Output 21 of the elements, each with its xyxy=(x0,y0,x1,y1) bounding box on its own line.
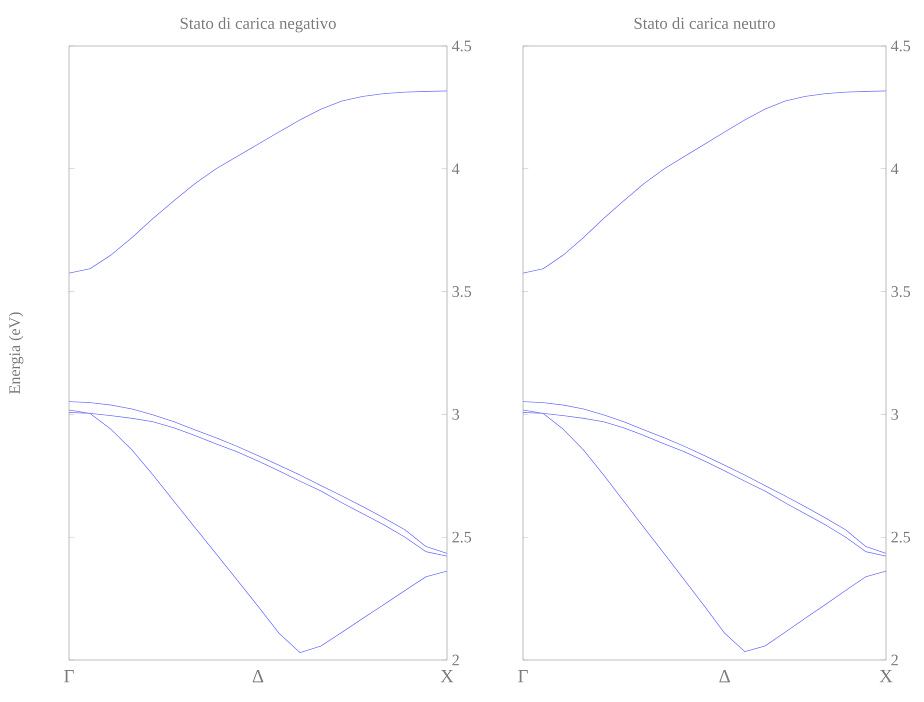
y-tick-label: 4 xyxy=(452,164,460,174)
y-tick-label: 3 xyxy=(891,409,898,420)
chart-title: Stato di carica negativo xyxy=(180,17,336,32)
y-tick-label: 2.5 xyxy=(452,532,472,543)
y-axis-title: Energia (eV) xyxy=(8,312,24,394)
x-tick-label: Δ xyxy=(719,670,730,682)
y-tick-label: 2 xyxy=(452,654,459,666)
y-tick-label: 4.5 xyxy=(452,40,472,52)
y-tick-label: 4 xyxy=(891,164,898,174)
y-tick-label: 3.5 xyxy=(891,286,910,297)
chart-title: Stato di carica neutro xyxy=(634,17,775,29)
y-tick-label: 2 xyxy=(891,654,898,666)
y-tick-label: 4.5 xyxy=(891,40,910,52)
x-tick-label: X xyxy=(880,670,892,682)
y-tick-label: 3.5 xyxy=(452,286,472,297)
x-tick-label: Γ xyxy=(518,670,528,682)
x-tick-label: X xyxy=(440,670,454,682)
y-tick-label: 2.5 xyxy=(891,532,910,543)
x-tick-label: Δ xyxy=(252,670,264,682)
x-tick-label: Γ xyxy=(64,670,74,682)
y-tick-label: 3 xyxy=(452,409,460,420)
